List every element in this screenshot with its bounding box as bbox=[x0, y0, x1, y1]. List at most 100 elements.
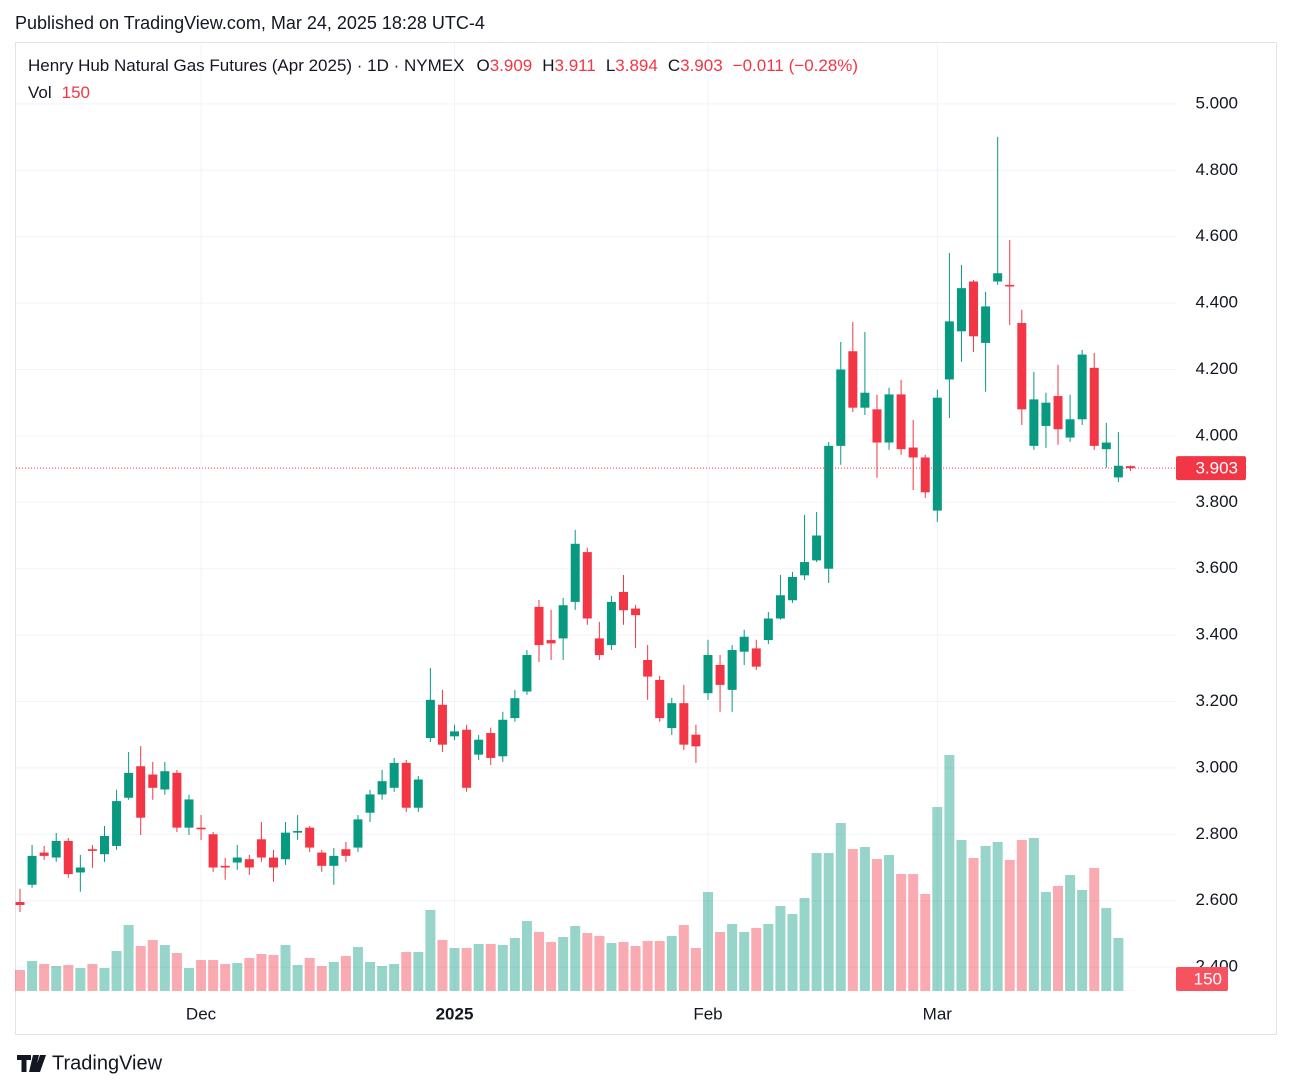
volume-bar bbox=[908, 874, 919, 991]
volume-bar bbox=[171, 953, 182, 991]
volume-bar bbox=[1053, 886, 1064, 991]
candle-body bbox=[39, 852, 49, 856]
volume-bar bbox=[437, 940, 448, 991]
volume-bar bbox=[15, 970, 25, 991]
volume-bar bbox=[654, 941, 665, 991]
candle-body bbox=[160, 771, 170, 790]
volume-bar bbox=[147, 940, 158, 991]
candle-body bbox=[1005, 284, 1015, 287]
candle-body bbox=[606, 601, 616, 646]
candle-body bbox=[703, 655, 713, 694]
volume-bar bbox=[980, 846, 991, 991]
candle-body bbox=[377, 781, 387, 795]
y-tick-label: 3.200 bbox=[1195, 691, 1238, 710]
candle-body bbox=[751, 648, 761, 667]
candle-body bbox=[800, 562, 810, 576]
volume-bar bbox=[39, 964, 50, 991]
legend-title: Henry Hub Natural Gas Futures (Apr 2025)… bbox=[28, 56, 464, 75]
candle-body bbox=[631, 608, 641, 616]
candle-body bbox=[643, 659, 653, 677]
y-tick-label: 4.600 bbox=[1195, 226, 1238, 245]
candle-body bbox=[993, 273, 1003, 282]
volume-bar bbox=[727, 924, 738, 991]
candle-body bbox=[763, 618, 773, 641]
candle-body bbox=[256, 839, 266, 858]
volume-tag bbox=[1176, 967, 1228, 991]
volume-bar bbox=[763, 924, 774, 991]
candle-body bbox=[148, 774, 158, 788]
y-tick-label: 3.600 bbox=[1195, 558, 1238, 577]
volume-bar bbox=[232, 963, 243, 991]
volume-bar bbox=[944, 755, 955, 991]
candle-body bbox=[932, 397, 942, 511]
volume-bar bbox=[859, 847, 870, 991]
volume-bar bbox=[316, 966, 327, 991]
volume-bar bbox=[183, 968, 194, 991]
candle-body bbox=[99, 835, 109, 855]
brand-logo bbox=[17, 1055, 46, 1072]
candle-body bbox=[619, 591, 628, 611]
candle-body bbox=[281, 832, 291, 860]
volume-bar bbox=[666, 936, 677, 991]
candle-body bbox=[329, 855, 339, 866]
volume-layer bbox=[15, 755, 1136, 991]
candle-body bbox=[981, 306, 991, 343]
y-tick-label: 4.200 bbox=[1195, 359, 1238, 378]
candle-body bbox=[836, 369, 846, 446]
volume-bar bbox=[1101, 908, 1112, 991]
chart-frame bbox=[15, 42, 1277, 1035]
volume-bar bbox=[630, 946, 641, 991]
candle-body bbox=[1101, 442, 1111, 450]
candle-body bbox=[969, 281, 979, 337]
candle-body bbox=[872, 409, 882, 443]
volume-bar bbox=[1004, 860, 1015, 991]
y-tick-label: 3.800 bbox=[1195, 492, 1238, 511]
candle-body bbox=[582, 552, 592, 619]
candle-body bbox=[268, 857, 278, 868]
candle-body bbox=[787, 576, 797, 601]
volume-bar bbox=[159, 945, 170, 991]
volume-bar bbox=[328, 962, 339, 991]
candle-body bbox=[293, 830, 303, 833]
candle-body bbox=[510, 698, 520, 719]
volume-bar bbox=[123, 925, 134, 991]
candle-body bbox=[220, 865, 230, 868]
volume-bar bbox=[87, 964, 98, 991]
candle-body bbox=[944, 321, 954, 380]
volume-bar bbox=[702, 892, 713, 991]
candle-body bbox=[486, 733, 496, 758]
volume-bar bbox=[111, 951, 122, 991]
axis-layer: 2.4002.6002.8003.0003.2003.4003.6003.800… bbox=[16, 93, 1246, 1023]
candle-body bbox=[27, 855, 37, 885]
volume-bar bbox=[425, 910, 436, 991]
volume-legend: Vol 150 bbox=[28, 83, 90, 102]
volume-bar bbox=[485, 944, 496, 991]
volume-bar bbox=[1089, 868, 1100, 991]
volume-bar bbox=[690, 948, 701, 991]
volume-bar bbox=[509, 938, 520, 991]
y-tick-label: 2.600 bbox=[1195, 890, 1238, 909]
candle-body bbox=[208, 834, 218, 868]
candle-body bbox=[51, 840, 61, 858]
volume-bar bbox=[642, 941, 653, 991]
volume-bar bbox=[352, 947, 363, 991]
volume-bar bbox=[606, 943, 617, 991]
candle-body bbox=[1089, 367, 1099, 446]
candle-body bbox=[232, 857, 242, 863]
candle-body bbox=[775, 595, 785, 619]
volume-bar bbox=[473, 944, 484, 991]
candle-body bbox=[317, 852, 327, 866]
volume-bar bbox=[521, 921, 532, 991]
candle-body bbox=[679, 703, 689, 745]
candle-body bbox=[1077, 354, 1087, 420]
volume-bar bbox=[871, 859, 882, 991]
volume-bar bbox=[884, 855, 895, 991]
candle-body bbox=[812, 535, 822, 561]
candle-body bbox=[655, 679, 665, 719]
candle-body bbox=[920, 457, 930, 493]
legend-change: −0.011 (−0.28%) bbox=[733, 56, 858, 75]
volume-bar bbox=[497, 945, 508, 991]
candle-body bbox=[691, 734, 701, 747]
candle-body bbox=[1017, 323, 1027, 410]
